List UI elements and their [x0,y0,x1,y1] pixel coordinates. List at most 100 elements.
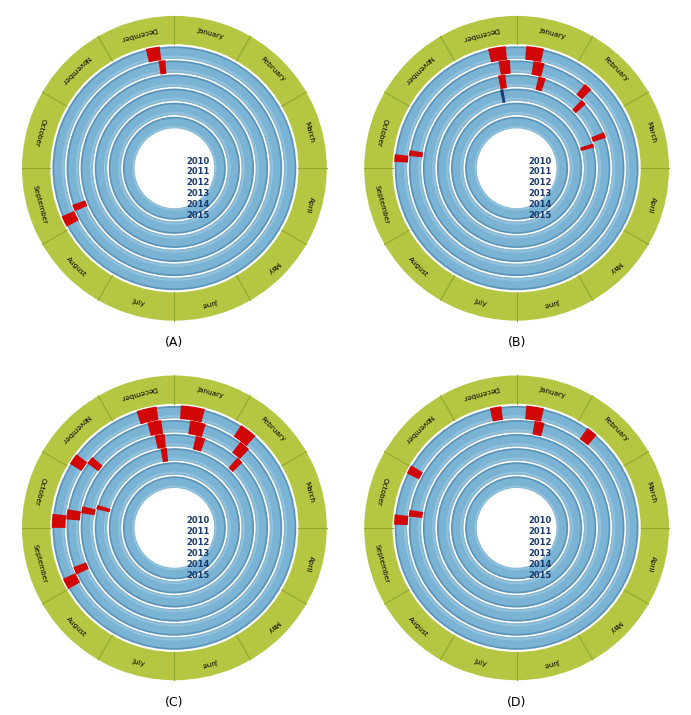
Text: July: July [473,299,488,307]
Text: October: October [375,477,388,506]
Wedge shape [73,562,89,575]
Text: November: November [402,413,433,445]
Text: September: September [31,544,48,584]
Wedge shape [68,62,281,275]
Text: 2012: 2012 [528,538,551,547]
Wedge shape [96,505,111,513]
Wedge shape [394,154,408,162]
Wedge shape [432,84,601,253]
Wedge shape [410,62,623,275]
Wedge shape [531,61,545,77]
Wedge shape [467,119,567,218]
Wedge shape [474,485,559,570]
Wedge shape [97,90,252,246]
Text: 2010: 2010 [528,157,551,165]
Text: April: April [304,556,314,573]
Wedge shape [22,16,327,320]
Wedge shape [104,458,245,598]
Wedge shape [90,84,259,253]
Wedge shape [591,132,606,142]
Wedge shape [81,74,268,262]
Wedge shape [146,46,161,62]
Wedge shape [498,60,511,75]
Text: January: January [197,387,225,400]
Text: March: March [303,480,315,503]
Wedge shape [61,415,287,641]
Text: August: August [64,616,87,638]
Text: September: September [374,184,390,225]
Wedge shape [82,436,267,620]
Text: 2012: 2012 [528,178,551,187]
Wedge shape [66,509,81,521]
Circle shape [135,488,214,567]
Text: 2011: 2011 [186,167,209,177]
Wedge shape [82,77,267,260]
Wedge shape [404,415,630,641]
Text: February: February [260,56,287,83]
Text: March: March [303,121,315,144]
Wedge shape [453,104,580,232]
Text: November: November [402,54,433,85]
Wedge shape [70,454,87,471]
Wedge shape [95,89,254,248]
Wedge shape [409,61,625,276]
Wedge shape [446,98,587,239]
Text: June: June [545,658,561,668]
Wedge shape [90,443,259,612]
Wedge shape [446,458,587,598]
Text: December: December [120,26,158,41]
Wedge shape [394,514,408,525]
Wedge shape [73,200,88,212]
Text: (B): (B) [507,336,526,349]
Wedge shape [451,463,583,593]
Wedge shape [439,450,594,606]
Circle shape [135,129,214,207]
Text: 2014: 2014 [528,200,551,209]
Text: February: February [602,415,629,443]
Wedge shape [61,211,79,227]
Wedge shape [451,103,583,234]
Wedge shape [437,448,596,608]
Wedge shape [123,117,226,220]
Wedge shape [465,117,568,220]
Wedge shape [460,112,573,225]
Text: 2014: 2014 [186,200,209,209]
Wedge shape [364,375,669,680]
Text: July: July [131,299,145,307]
Text: September: September [31,184,48,225]
Wedge shape [147,420,163,436]
Wedge shape [137,407,158,424]
Text: May: May [266,260,281,275]
Wedge shape [465,476,568,579]
Wedge shape [108,103,240,234]
Text: 2010: 2010 [186,157,209,165]
Wedge shape [364,16,669,320]
Wedge shape [111,464,238,592]
Text: 2014: 2014 [186,560,209,568]
Wedge shape [423,434,610,621]
Text: 2011: 2011 [528,527,551,536]
Text: 2014: 2014 [528,560,551,568]
Text: 2015: 2015 [528,211,551,220]
Wedge shape [234,425,256,446]
Wedge shape [418,69,615,267]
Wedge shape [53,406,296,650]
Text: 2015: 2015 [186,571,209,580]
Text: February: February [602,56,629,83]
Text: (D): (D) [507,696,527,709]
Wedge shape [232,442,249,459]
Wedge shape [525,46,544,62]
Text: 2010: 2010 [528,516,551,525]
Wedge shape [453,464,580,592]
Text: May: May [266,619,281,634]
Text: 2012: 2012 [186,538,209,547]
Text: October: October [32,117,46,147]
Wedge shape [97,450,252,606]
Wedge shape [418,429,615,626]
Text: May: May [608,260,623,275]
Wedge shape [409,420,625,636]
Text: January: January [197,27,225,40]
Text: June: June [202,658,219,668]
Text: 2010: 2010 [186,516,209,525]
Text: 2011: 2011 [528,167,551,177]
